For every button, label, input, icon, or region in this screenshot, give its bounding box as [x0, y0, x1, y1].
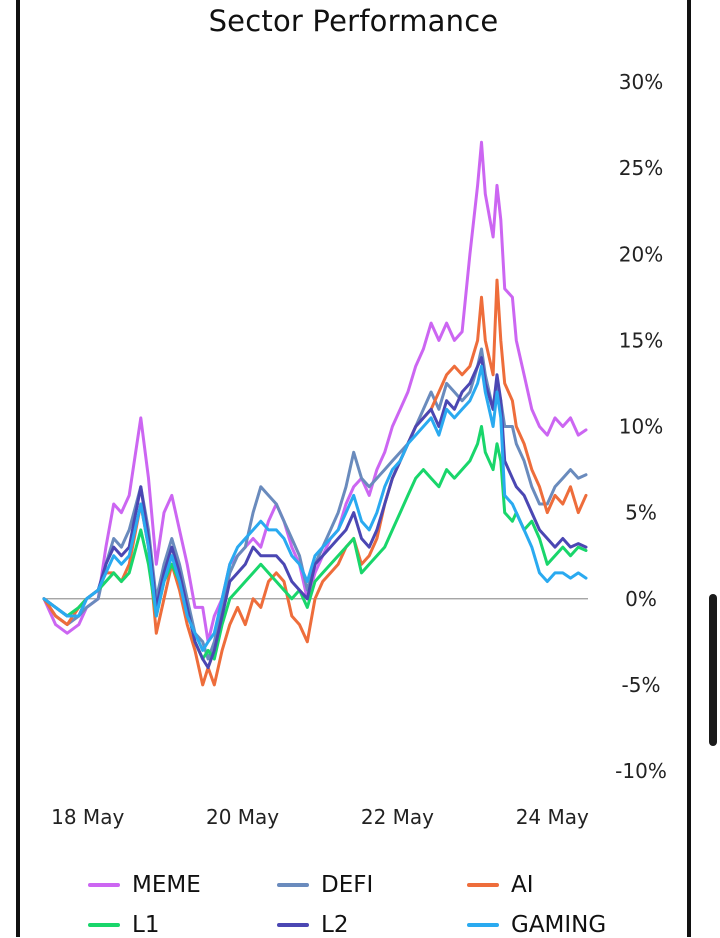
series-line-gaming — [42, 364, 588, 652]
chart-title: Sector Performance — [208, 4, 499, 38]
y-tick-label: -5% — [622, 673, 661, 697]
y-tick-label: 0% — [625, 587, 657, 611]
y-tick-label: 10% — [619, 415, 663, 439]
y-tick-label: 25% — [619, 156, 663, 180]
frame-right-border — [687, 0, 691, 937]
series-lines — [42, 140, 588, 687]
x-tick-label: 20 May — [206, 805, 279, 829]
frame-left-border — [16, 0, 20, 937]
y-tick-label: -10% — [615, 759, 667, 783]
x-tick-label: 24 May — [516, 805, 589, 829]
scrollbar-thumb[interactable] — [709, 594, 717, 746]
y-tick-label: 30% — [619, 70, 663, 94]
x-tick-label: 22 May — [361, 805, 434, 829]
y-axis-ticks: 30% 25% 20% 15% 10% 5% 0% -5% -10% — [615, 70, 667, 783]
y-tick-label: 15% — [619, 328, 663, 352]
series-line-ai — [42, 278, 588, 687]
y-tick-label: 20% — [619, 242, 663, 266]
x-tick-label: 18 May — [51, 805, 124, 829]
y-tick-label: 5% — [625, 501, 657, 525]
x-axis-ticks: 18 May 20 May 22 May 24 May — [51, 805, 589, 829]
